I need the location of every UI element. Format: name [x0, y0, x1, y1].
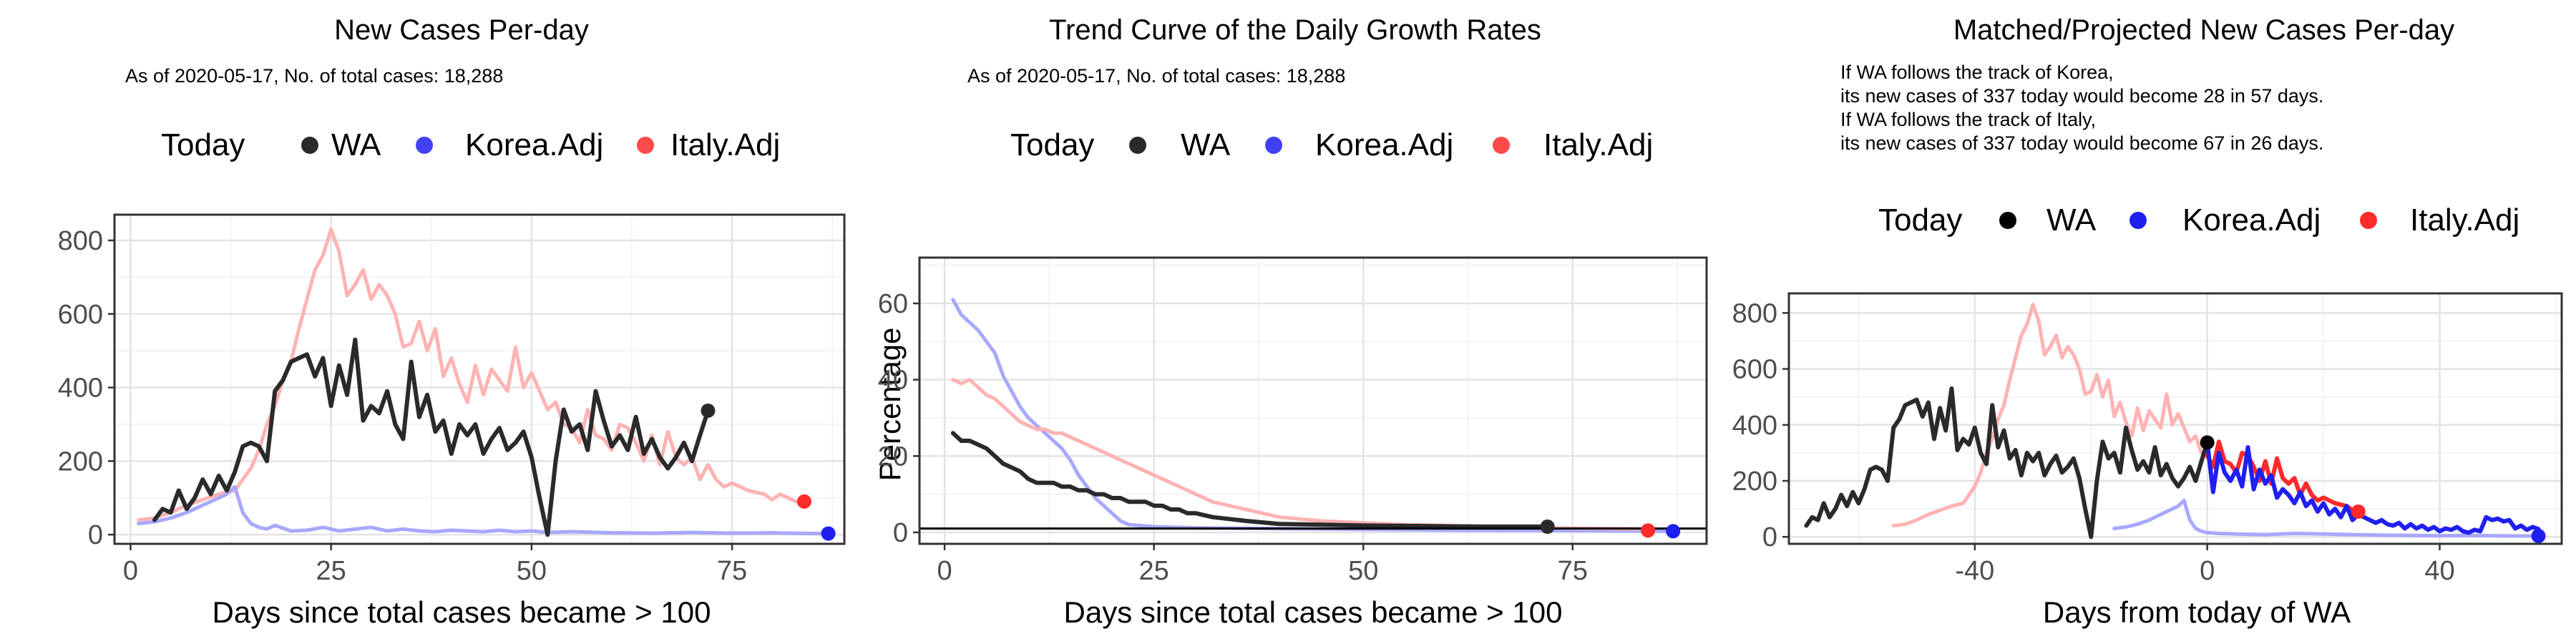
x-tick-label: 0 — [937, 556, 952, 586]
series-line-italy-adj-history — [1891, 303, 2210, 528]
legend-wa-label: WA — [1181, 127, 1231, 162]
plot-border — [1787, 292, 2563, 545]
y-tick-label: 800 — [1732, 298, 1777, 328]
x-tick-label: 25 — [1139, 556, 1169, 586]
series-line-italy-adj-history — [951, 378, 1650, 531]
plot-area: 0 25 50 75 0 20 40 60 — [878, 256, 1708, 586]
today-point-wa — [2200, 435, 2215, 450]
y-tick-label: 200 — [1732, 467, 1777, 497]
x-tick-label: 75 — [1558, 556, 1588, 586]
chart-title: Trend Curve of the Daily Growth Rates — [1049, 14, 1541, 46]
legend-korea-label: Korea.Adj — [2182, 203, 2321, 238]
legend-wa-swatch — [1129, 137, 1146, 154]
series-line-italy-adj-history — [137, 228, 806, 522]
chart-subtitle: As of 2020-05-17, No. of total cases: 18… — [967, 65, 1345, 87]
legend-italy-swatch — [2360, 212, 2377, 229]
panel-growth-rates: Trend Curve of the Daily Growth Rates As… — [873, 14, 1708, 629]
x-tick-label: 0 — [2200, 556, 2215, 586]
legend: Today WA Korea.Adj Italy.Adj — [161, 127, 780, 162]
legend-italy-label: Italy.Adj — [2410, 203, 2519, 238]
y-tick-label: 600 — [1732, 355, 1777, 385]
panel-projected: Matched/Projected New Cases Per-day If W… — [1732, 14, 2563, 629]
x-tick-label: 50 — [517, 556, 547, 586]
annotation-block: If WA follows the track of Korea, its ne… — [1840, 62, 2323, 154]
x-axis-label: Days from today of WA — [2043, 595, 2351, 629]
y-tick-label: 600 — [58, 300, 103, 330]
legend-wa-label: WA — [331, 127, 381, 162]
chart-subtitle: As of 2020-05-17, No. of total cases: 18… — [125, 65, 503, 87]
series-line-italy-adj — [2205, 439, 2361, 514]
today-point-italy-adj — [796, 494, 811, 509]
annotation-line: its new cases of 337 today would become … — [1840, 132, 2323, 154]
today-point-korea-adj — [2531, 529, 2546, 544]
x-tick-label: 0 — [123, 556, 138, 586]
plot-area: 0 25 50 75 0 200 400 600 800 — [58, 213, 846, 586]
today-point-korea-adj — [821, 526, 836, 541]
x-tick-label: 40 — [2424, 556, 2454, 586]
legend-korea-label: Korea.Adj — [1315, 127, 1453, 162]
legend-korea-swatch — [2129, 212, 2147, 229]
annotation-line: If WA follows the track of Italy, — [1840, 109, 2096, 130]
legend-italy-label: Italy.Adj — [670, 127, 780, 162]
y-tick-label: 200 — [58, 447, 103, 477]
chart-title: Matched/Projected New Cases Per-day — [1953, 14, 2454, 46]
y-tick-label: 800 — [58, 226, 103, 256]
legend: Today WA Korea.Adj Italy.Adj — [1010, 127, 1653, 162]
series-line-korea-adj-history — [137, 484, 831, 536]
x-tick-label: 25 — [316, 556, 346, 586]
y-tick-label: 40 — [878, 366, 908, 396]
y-tick-label: 400 — [58, 374, 103, 404]
legend-korea-label: Korea.Adj — [465, 127, 603, 162]
annotation-line: its new cases of 337 today would become … — [1840, 85, 2323, 107]
today-point-wa — [1540, 519, 1555, 534]
plot-background — [919, 258, 1707, 544]
legend-today-label: Today — [1010, 127, 1094, 162]
series-line-wa — [1804, 386, 2210, 540]
series-line-wa — [950, 431, 1550, 529]
series-line-korea-adj — [2205, 440, 2541, 535]
legend-wa-label: WA — [2046, 203, 2097, 238]
y-tick-label: 0 — [893, 518, 908, 548]
y-axis-label: Percentage — [873, 328, 907, 482]
legend-italy-swatch — [637, 137, 654, 154]
today-point-korea-adj — [1666, 524, 1681, 539]
x-axis-label: Days since total cases became > 100 — [1064, 595, 1563, 629]
plot-border — [113, 213, 846, 545]
legend: Today WA Korea.Adj Italy.Adj — [1878, 203, 2519, 238]
y-tick-label: 400 — [1732, 411, 1777, 441]
x-tick-label: 75 — [717, 556, 747, 586]
today-point-wa — [701, 403, 716, 418]
y-tick-label: 60 — [878, 289, 908, 319]
chart-title: New Cases Per-day — [334, 14, 589, 46]
legend-today-label: Today — [1878, 203, 1962, 238]
today-point-italy-adj — [2351, 504, 2366, 519]
legend-korea-swatch — [416, 137, 433, 154]
x-axis-label: Days since total cases became > 100 — [213, 595, 711, 629]
legend-wa-swatch — [1999, 212, 2016, 229]
legend-italy-label: Italy.Adj — [1543, 127, 1653, 162]
legend-italy-swatch — [1493, 137, 1510, 154]
series-line-korea-adj-history — [2112, 498, 2540, 538]
legend-wa-swatch — [301, 137, 318, 154]
y-tick-label: 0 — [88, 520, 103, 550]
x-tick-label: -40 — [1955, 556, 1994, 586]
legend-korea-swatch — [1265, 137, 1282, 154]
y-tick-label: 0 — [1762, 522, 1777, 552]
panel-new-cases: New Cases Per-day As of 2020-05-17, No. … — [58, 14, 846, 629]
annotation-line: If WA follows the track of Korea, — [1840, 62, 2114, 83]
plot-border — [918, 256, 1708, 545]
today-point-italy-adj — [1641, 523, 1656, 538]
y-tick-label: 20 — [878, 441, 908, 472]
x-tick-label: 50 — [1348, 556, 1378, 586]
series-line-wa — [152, 337, 711, 537]
legend-today-label: Today — [161, 127, 245, 162]
